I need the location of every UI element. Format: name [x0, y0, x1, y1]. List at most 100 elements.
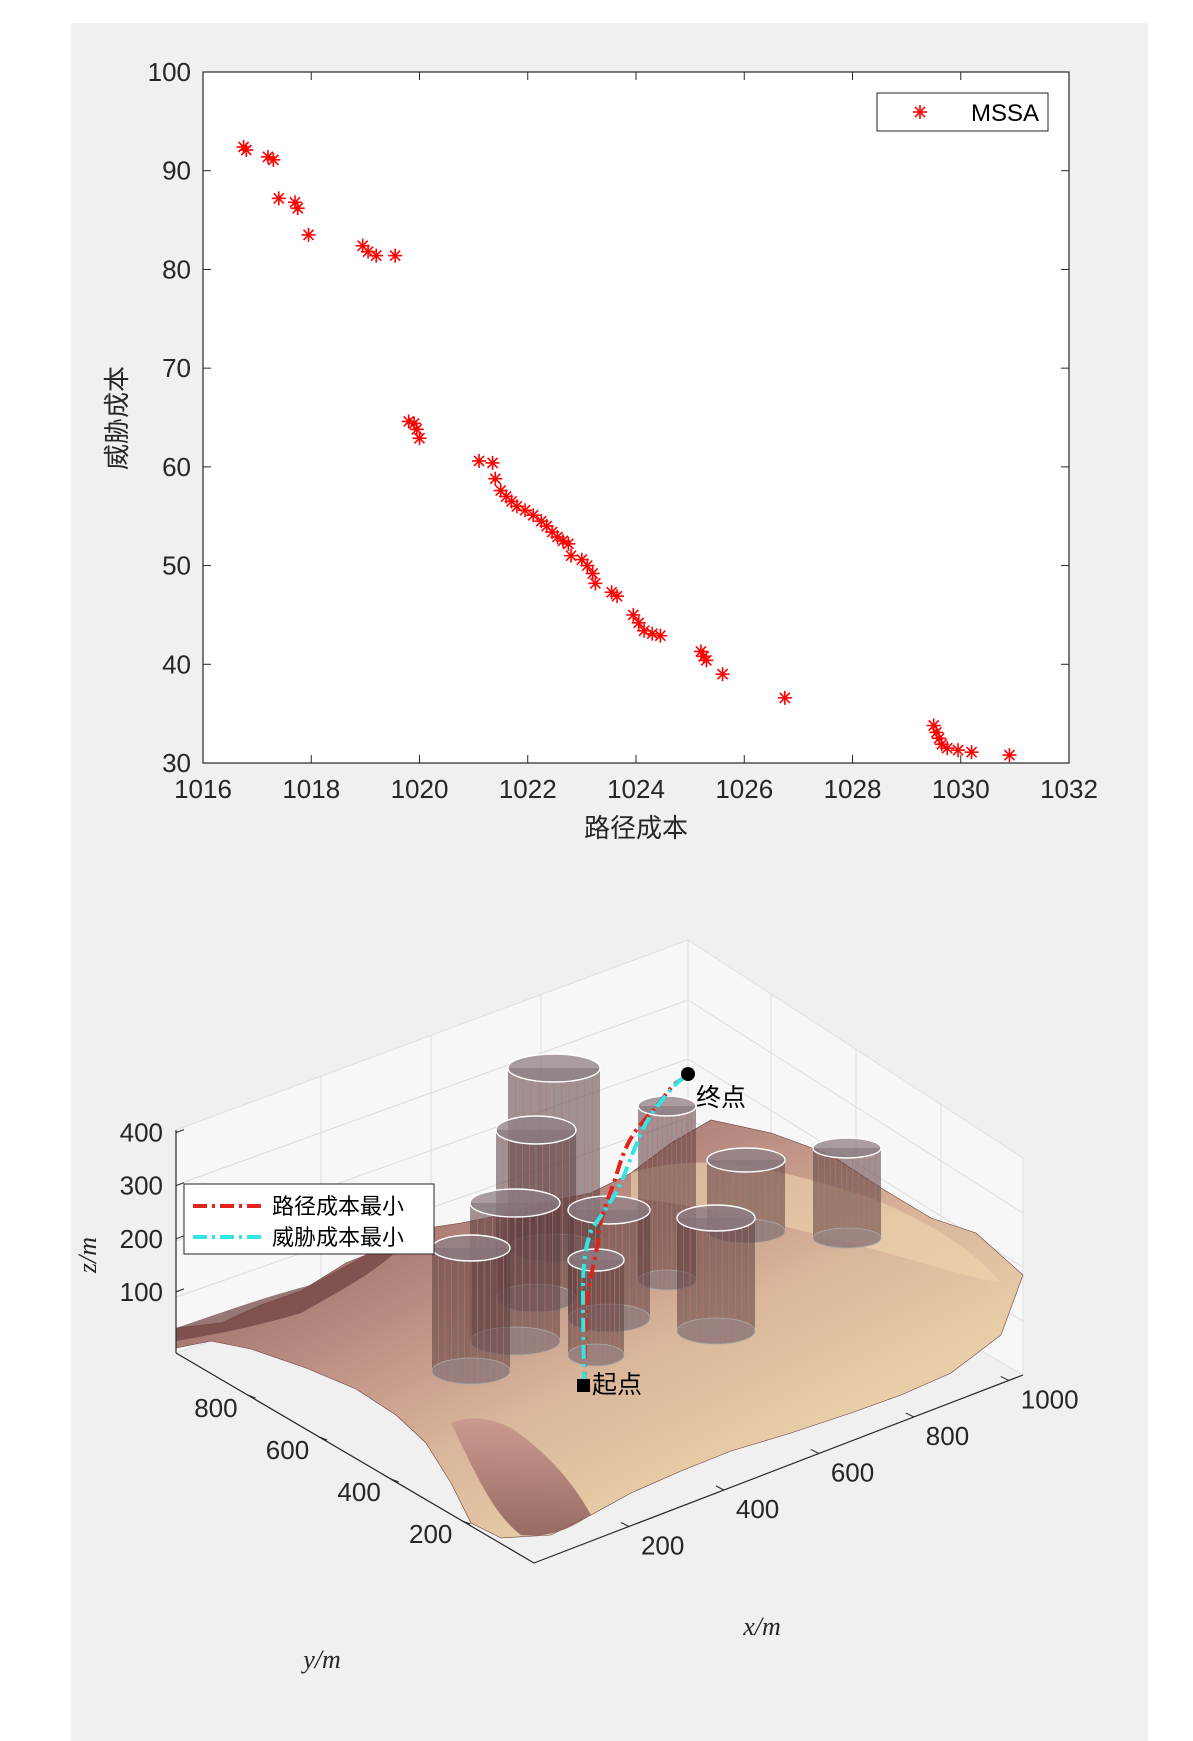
x-axis-label: x/m: [742, 1612, 781, 1641]
scatter-x-tick-label: 1020: [391, 774, 449, 804]
scatter-point: [369, 248, 384, 263]
z-tick-label: 400: [120, 1118, 163, 1148]
scatter-point: [561, 536, 576, 551]
z-axis-label: z/m: [73, 1237, 102, 1274]
x-tick: [620, 1522, 630, 1527]
scatter-points: [236, 140, 1017, 763]
scatter-point: [653, 628, 668, 643]
scatter-point: [288, 195, 303, 210]
scatter-x-axis-label: 路径成本: [584, 814, 688, 844]
x-tick-label: 200: [641, 1530, 684, 1560]
path-min-threat-line: [580, 1072, 690, 1387]
y-tick: [247, 1394, 256, 1399]
end-point-label: 终点: [696, 1083, 746, 1112]
scatter-y-tick-label: 60: [162, 452, 191, 482]
scatter-point: [588, 576, 603, 591]
scatter-point: [1002, 748, 1017, 763]
surface-chart: 起点 终点 100 200 300 400 200 400 600 800 200 400 60…: [73, 939, 1079, 1674]
scatter-point: [301, 227, 316, 242]
y-tick-label: 600: [266, 1435, 309, 1465]
figure-canvas: 1016 1018 1020 1022 1024 1026 1028 1030 1032 30 4…: [73, 57, 1098, 1674]
y-tick: [319, 1436, 328, 1441]
y-tick-label: 400: [337, 1477, 380, 1507]
y-axis-label: y/m: [300, 1645, 341, 1674]
scatter-x-tick-label: 1018: [282, 774, 340, 804]
scatter-point: [488, 471, 503, 486]
threat-cylinder: [567, 1248, 625, 1367]
scatter-point: [271, 191, 286, 206]
x-tick: [715, 1485, 725, 1491]
axes-frame-3d: [175, 1130, 1024, 1564]
scatter-y-tick-label: 100: [148, 57, 191, 87]
scatter-x-ticks: 1016 1018 1020 1022 1024 1026 1028 1030 1032: [174, 72, 1098, 804]
scatter-point: [715, 667, 730, 682]
start-point-label: 起点: [592, 1370, 642, 1399]
x-tick-label: 400: [736, 1494, 779, 1524]
scatter-axes-box: [202, 71, 1070, 764]
y-tick: [390, 1478, 399, 1483]
figure-background: 1016 1018 1020 1022 1024 1026 1028 1030 1032 30 4…: [71, 23, 1148, 1741]
scatter-y-tick-label: 70: [162, 353, 191, 383]
threat-cylinder: [676, 1204, 756, 1345]
y-tick: [462, 1520, 471, 1525]
z-tick: [175, 1288, 185, 1293]
scatter-point: [412, 431, 427, 446]
scatter-point: [290, 201, 305, 216]
surface-legend-box: [183, 1183, 435, 1255]
legend-marker-msSA: [913, 105, 927, 119]
scatter-x-tick-label: 1026: [715, 774, 773, 804]
x-axis-ticks: 200 400 600 800 1000: [620, 1376, 1079, 1560]
x-tick-label: 1000: [1021, 1384, 1079, 1414]
z-tick: [175, 1235, 185, 1240]
scatter-point: [696, 649, 711, 664]
scatter-point: [645, 626, 660, 641]
scatter-y-tick-label: 40: [162, 649, 191, 679]
x-tick-label: 600: [831, 1457, 874, 1487]
scatter-point: [526, 508, 541, 523]
scatter-y-tick-label: 90: [162, 156, 191, 186]
scatter-x-tick-label: 1022: [499, 774, 557, 804]
scatter-legend-box: [876, 92, 1049, 132]
scatter-point: [964, 745, 979, 760]
scatter-point: [932, 731, 947, 746]
scatter-point: [940, 741, 955, 756]
scatter-y-axis-label: 威胁成本: [103, 366, 133, 470]
scatter-x-tick-label: 1016: [174, 774, 232, 804]
scatter-point: [610, 589, 625, 604]
path-lines: 起点 终点: [577, 1067, 746, 1399]
legend-marker-star: [913, 105, 927, 119]
y-tick-label: 800: [194, 1393, 237, 1423]
scatter-point: [699, 653, 714, 668]
legend-entry-min-distance: 路径成本最小: [272, 1195, 404, 1220]
threat-cylinder: [812, 1137, 882, 1249]
x-tick: [905, 1412, 915, 1418]
scatter-y-tick-label: 30: [162, 748, 191, 778]
x-tick: [1000, 1376, 1009, 1381]
scatter-point: [777, 690, 792, 705]
scatter-point: [472, 453, 487, 468]
z-tick: [175, 1129, 185, 1134]
scatter-chart: 1016 1018 1020 1022 1024 1026 1028 1030 1032 30 4…: [103, 57, 1098, 844]
start-point-marker: [577, 1379, 590, 1392]
y-tick-label: 200: [409, 1519, 452, 1549]
scatter-x-tick-label: 1024: [607, 774, 665, 804]
z-tick-label: 300: [120, 1171, 163, 1201]
scatter-point: [951, 743, 966, 758]
scatter-y-tick-label: 80: [162, 254, 191, 284]
scatter-point: [518, 503, 533, 518]
z-tick-label: 200: [120, 1224, 163, 1254]
scatter-y-tick-label: 50: [162, 551, 191, 581]
legend-entry-min-threat: 威胁成本最小: [272, 1226, 404, 1251]
threat-cylinder: [431, 1234, 511, 1385]
scatter-point: [626, 607, 641, 622]
legend-entry-mssa: MSSA: [971, 100, 1039, 127]
scatter-x-tick-label: 1030: [932, 774, 990, 804]
scatter-point: [407, 416, 422, 431]
scatter-legend: MSSA: [876, 92, 1049, 132]
scatter-x-tick-label: 1028: [824, 774, 882, 804]
z-tick-label: 100: [120, 1277, 163, 1307]
y-axis-ticks: 200 400 600 800: [194, 1393, 471, 1549]
scatter-point: [585, 566, 600, 581]
x-tick: [810, 1449, 820, 1454]
scatter-y-ticks: 30 40 50 60 70 80 90 100: [148, 57, 1069, 778]
